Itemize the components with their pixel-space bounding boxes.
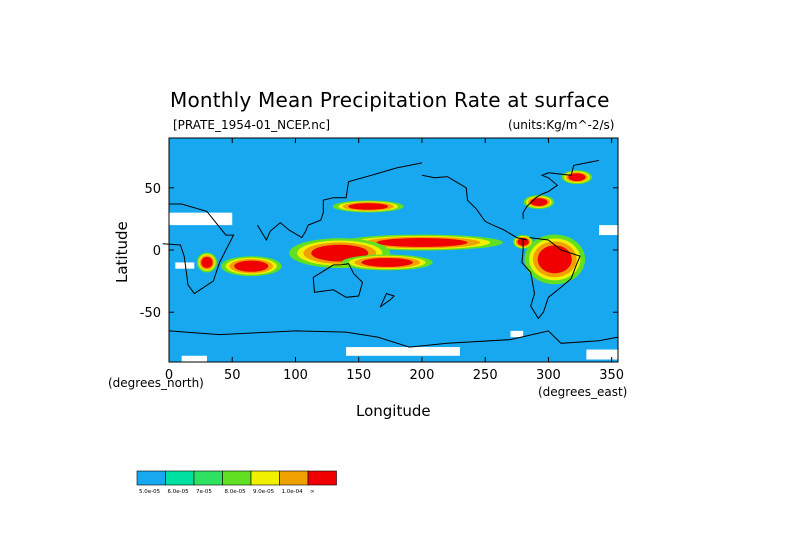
x-tick-label-0: 0: [165, 368, 173, 383]
legend-swatch-6: [307, 470, 337, 486]
x-tick-label-1: 50: [224, 368, 241, 383]
no-data-region-3: [510, 330, 524, 338]
coastline-1: [257, 162, 423, 242]
coastline-2: [312, 263, 364, 298]
legend-label-6: ∞: [310, 489, 315, 495]
rain-region-8-layer-3: [568, 173, 586, 182]
legend-label-3: 8.0e-05: [225, 489, 247, 495]
y-tick-label-0: 50: [144, 182, 161, 197]
coastline-7: [379, 292, 396, 308]
x-tick-label-7: 350: [599, 368, 624, 383]
y-units-label: (degrees_north): [108, 376, 204, 390]
x-tick-label-2: 100: [283, 368, 308, 383]
rain-region-5-layer-3: [201, 256, 213, 269]
legend-label-2: 7e-05: [196, 489, 212, 495]
y-tick-label-1: 0: [153, 244, 161, 259]
x-tick-label-4: 200: [410, 368, 435, 383]
x-axis-title: Longitude: [356, 402, 431, 420]
legend-swatch-3: [222, 470, 252, 486]
coastline-5: [522, 159, 600, 219]
legend-swatch-2: [193, 470, 223, 486]
legend-swatch-4: [250, 470, 280, 486]
x-units-label: (degrees_east): [538, 385, 628, 399]
units-label: (units:Kg/m^-2/s): [508, 118, 615, 132]
rain-region-3-layer-3: [234, 260, 269, 272]
y-tick-label-2: -50: [140, 306, 161, 321]
rain-region-7-layer-3: [530, 198, 548, 207]
coastline-4: [521, 237, 581, 320]
rain-region-2-layer-3: [361, 257, 413, 267]
file-label: [PRATE_1954-01_NCEP.nc]: [173, 118, 331, 132]
no-data-region-1: [599, 225, 618, 236]
legend-swatch-1: [165, 470, 195, 486]
coastline-3: [421, 174, 528, 241]
legend-label-0: 5.0e-05: [139, 489, 161, 495]
legend-swatch-5: [279, 470, 309, 486]
no-data-region-2: [175, 262, 195, 269]
x-tick-label-3: 150: [346, 368, 371, 383]
rain-region-4-layer-3: [537, 245, 572, 274]
no-data-region-6: [586, 349, 618, 360]
legend-label-4: 9.0e-05: [253, 489, 275, 495]
no-data-region-0: [169, 212, 233, 226]
legend-label-5: 1.0e-04: [282, 489, 304, 495]
chart-title: Monthly Mean Precipitation Rate at surfa…: [170, 88, 610, 112]
x-tick-label-5: 250: [473, 368, 498, 383]
legend-label-1: 6.0e-05: [168, 489, 190, 495]
coastline-6: [168, 330, 619, 348]
no-data-region-5: [181, 355, 207, 362]
x-tick-label-6: 300: [536, 368, 561, 383]
rain-region-6-layer-3: [348, 203, 389, 210]
coastline-0: [162, 203, 235, 295]
legend-swatch-0: [136, 470, 166, 486]
rain-region-0-layer-3: [376, 238, 468, 248]
y-axis-title: Latitude: [113, 221, 131, 283]
no-data-region-4: [346, 347, 460, 356]
